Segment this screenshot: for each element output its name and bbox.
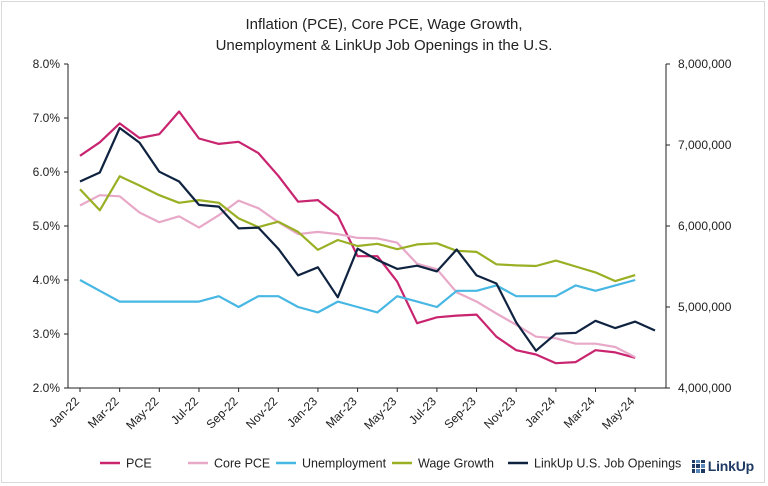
- brand-logo: LinkUp: [691, 458, 754, 474]
- left-tick-label: 6.0%: [33, 165, 61, 179]
- right-tick-label: 4,000,000: [678, 381, 732, 395]
- right-tick-label: 5,000,000: [678, 300, 732, 314]
- left-tick-label: 2.0%: [33, 381, 61, 395]
- x-tick-label: Mar-22: [85, 394, 122, 431]
- x-tick-label: May-22: [123, 394, 161, 432]
- x-tick-label: May-23: [361, 394, 399, 432]
- x-tick-label: Jul-23: [406, 394, 439, 427]
- x-tick-label: Nov-23: [481, 394, 518, 431]
- brand-name: LinkUp: [707, 458, 754, 474]
- x-tick-label: Jan-24: [522, 394, 558, 430]
- legend-label-wage-growth: Wage Growth: [418, 457, 494, 471]
- x-tick-label: Nov-22: [243, 394, 280, 431]
- linkup-grid-icon: [691, 459, 705, 473]
- right-tick-label: 6,000,000: [678, 219, 732, 233]
- left-tick-label: 8.0%: [33, 57, 61, 71]
- chart-title-line: Unemployment & LinkUp Job Openings in th…: [216, 37, 553, 54]
- legend-label-linkup-u-s-job-openings: LinkUp U.S. Job Openings: [534, 457, 681, 471]
- legend-label-core-pce: Core PCE: [214, 457, 270, 471]
- series-line-unemployment: [79, 278, 636, 314]
- x-tick-label: Mar-23: [323, 394, 360, 431]
- x-tick-label: Mar-24: [561, 394, 598, 431]
- right-tick-label: 8,000,000: [678, 57, 732, 71]
- x-tick-label: Jan-22: [46, 394, 82, 430]
- left-tick-label: 5.0%: [33, 219, 61, 233]
- series-line-wage-growth: [79, 175, 636, 283]
- x-tick-label: Sep-23: [441, 394, 478, 431]
- series-line-linkup-u-s-job-openings: [79, 126, 656, 352]
- right-tick-label: 7,000,000: [678, 138, 732, 152]
- left-tick-label: 7.0%: [33, 111, 61, 125]
- x-tick-label: Jan-23: [284, 394, 320, 430]
- x-tick-label: Sep-22: [203, 394, 240, 431]
- left-tick-label: 4.0%: [33, 273, 61, 287]
- left-tick-label: 3.0%: [33, 327, 61, 341]
- x-tick-label: Jul-22: [168, 394, 201, 427]
- chart-title-line: Inflation (PCE), Core PCE, Wage Growth,: [245, 16, 522, 33]
- series-line-pce: [79, 110, 636, 365]
- legend-label-unemployment: Unemployment: [302, 457, 387, 471]
- series-line-core-pce: [79, 194, 636, 359]
- x-tick-label: May-24: [599, 394, 637, 432]
- legend-label-pce: PCE: [126, 457, 152, 471]
